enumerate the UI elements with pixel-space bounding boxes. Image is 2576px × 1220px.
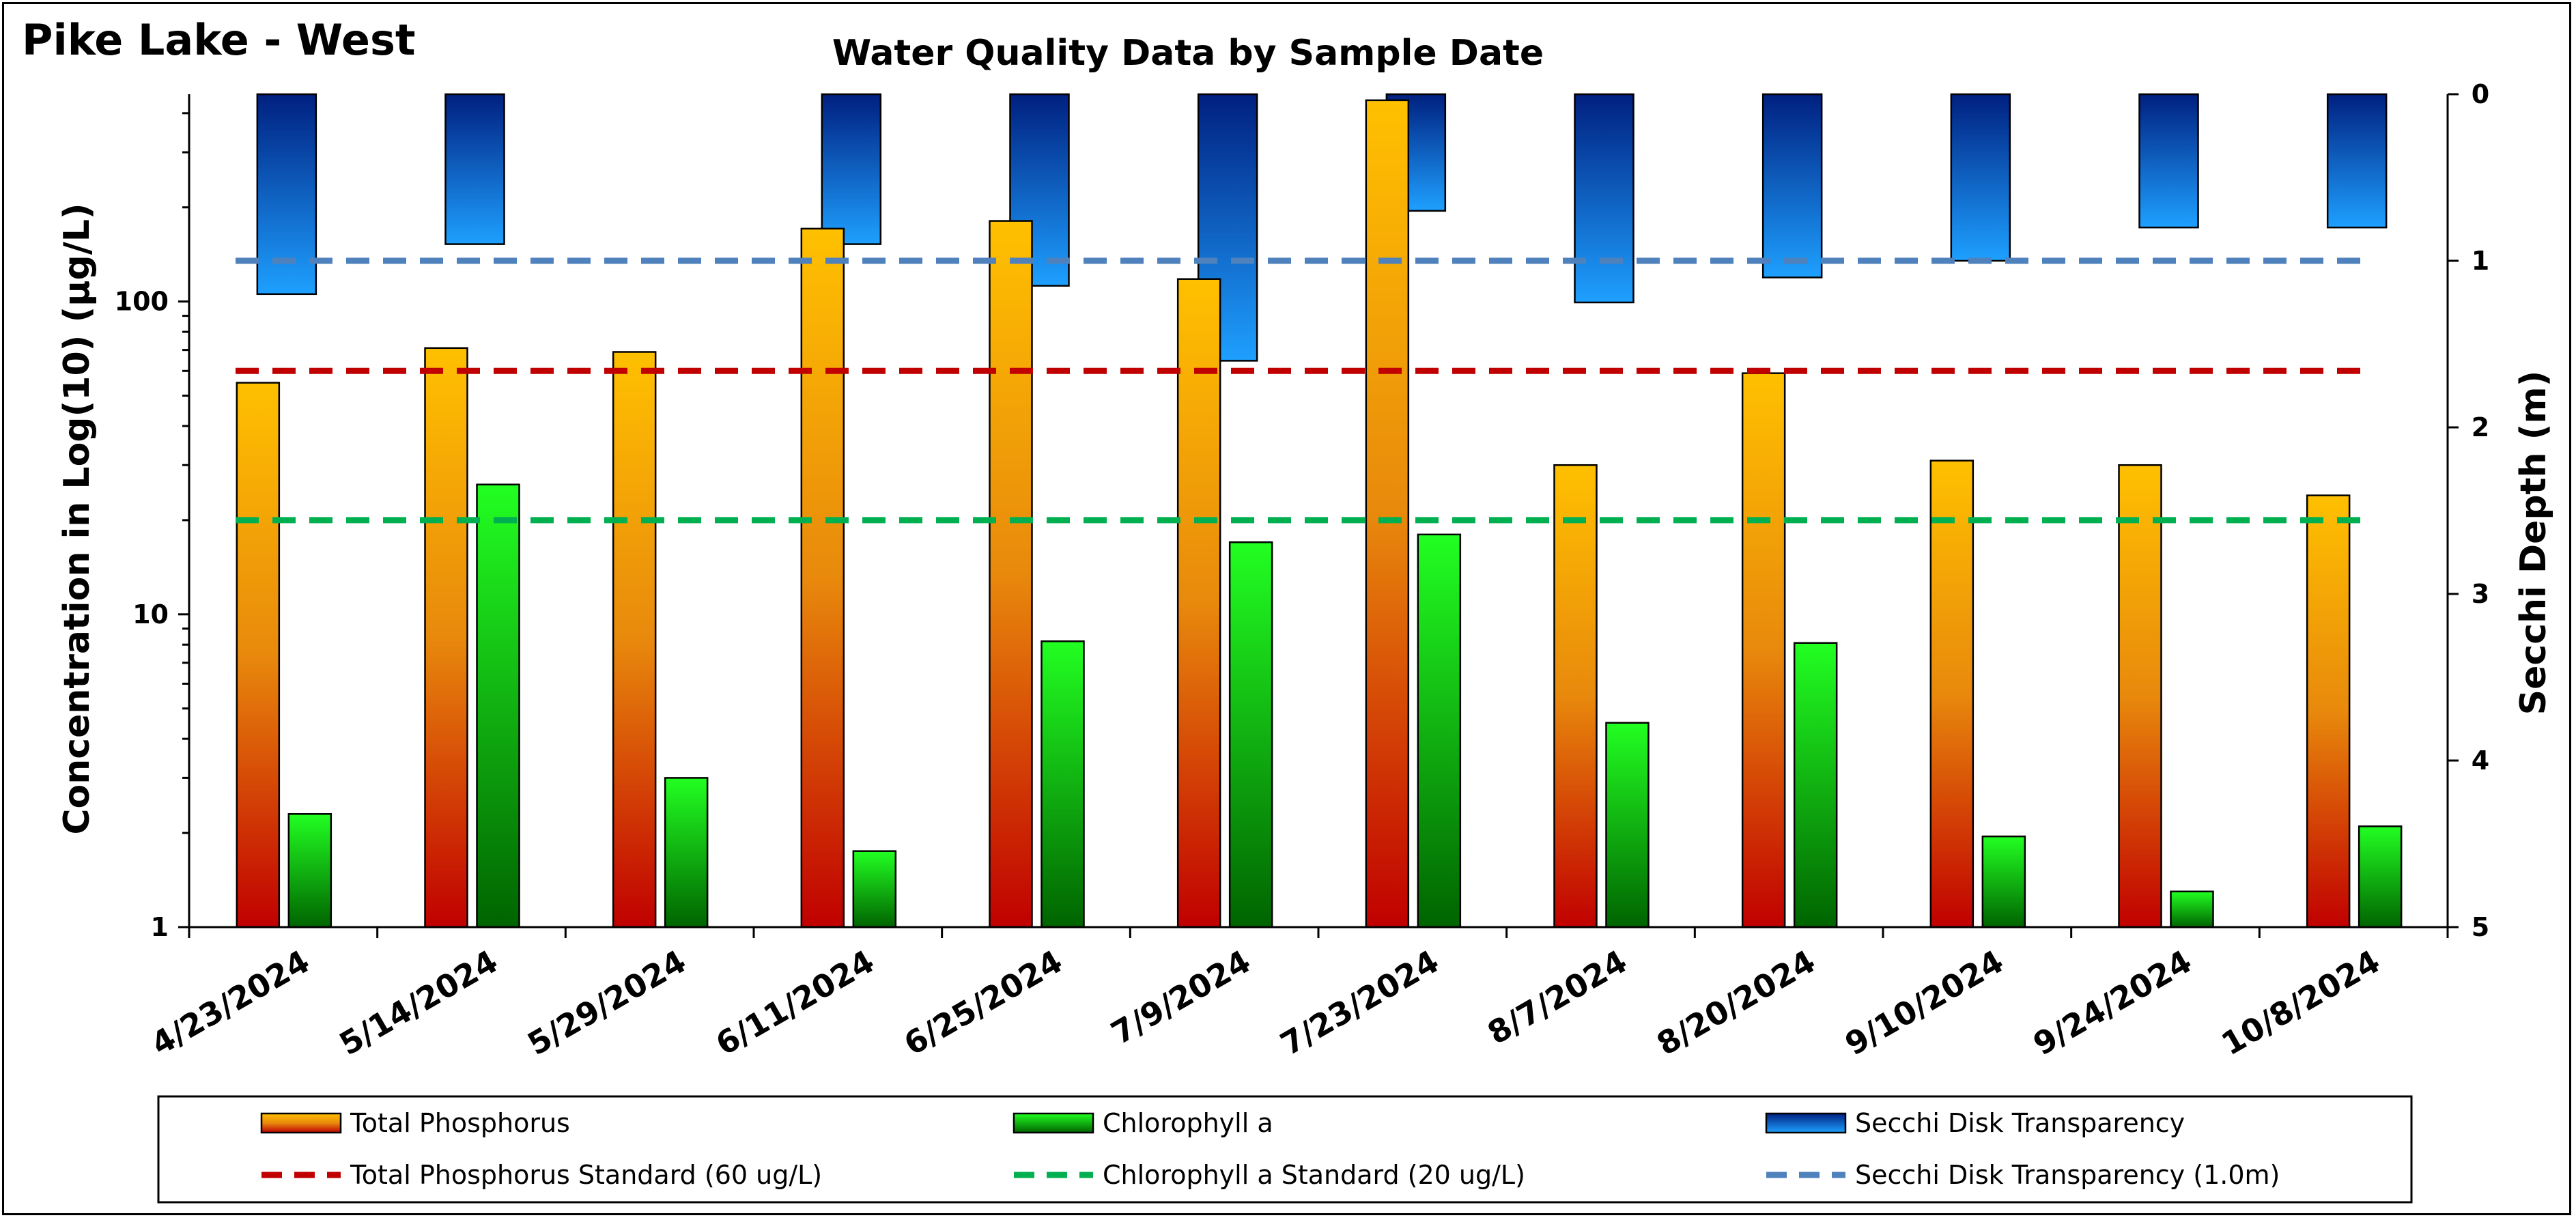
bars-layer <box>236 93 2403 928</box>
chlorophyll-bar <box>2358 825 2403 928</box>
y2-tick-label: 1 <box>2472 246 2489 276</box>
x-tick-label: 6/11/2024 <box>709 943 880 1063</box>
legend-secchi-standard-label: Secchi Disk Transparency (1.0m) <box>1855 1160 2280 1190</box>
x-tick-label: 4/23/2024 <box>145 943 315 1063</box>
legend-total-phosphorus-label: Total Phosphorus <box>350 1108 570 1138</box>
total-phosphorus-bar <box>1929 459 1975 928</box>
y-tick-label: 1 <box>151 912 169 942</box>
legend-tp-standard-label: Total Phosphorus Standard (60 ug/L) <box>350 1160 822 1190</box>
secchi-bar <box>1574 93 1634 304</box>
chart-title: Water Quality Data by Sample Date <box>832 33 1544 74</box>
reference-lines-layer <box>236 257 2364 524</box>
total-phosphorus-bar <box>1365 99 1410 928</box>
total-phosphorus-bar <box>1176 278 1221 928</box>
total-phosphorus-bar <box>236 382 281 928</box>
total-phosphorus-bar <box>2306 494 2351 928</box>
secchi-bar <box>821 93 882 245</box>
secchi-bar <box>2326 93 2388 229</box>
total-phosphorus-bar <box>989 220 1033 928</box>
chlorophyll-bar <box>1041 640 1085 928</box>
total-phosphorus-bar <box>2118 464 2162 928</box>
total-phosphorus-bar <box>1553 464 1598 928</box>
secchi-bar <box>1761 93 1823 279</box>
x-tick-label: 5/29/2024 <box>522 943 692 1063</box>
chlorophyll-bar <box>1228 541 1273 928</box>
chlorophyll-bar <box>664 777 709 928</box>
chlorophyll-bar <box>2170 890 2214 928</box>
chlorophyll-bar <box>1981 835 2026 928</box>
legend-total-phosphorus-swatch <box>260 1112 342 1134</box>
y-tick-label: 10 <box>132 599 169 629</box>
secchi-bar <box>256 93 317 296</box>
chlorophyll-bar <box>852 850 897 928</box>
page-title: Pike Lake - West <box>22 15 416 65</box>
chlorophyll-bar <box>1793 642 1838 928</box>
x-tick-label: 8/7/2024 <box>1482 943 1633 1052</box>
y-axis-title: Concentration in Log(10) (µg/L) <box>57 203 98 834</box>
y2-tick-label: 4 <box>2472 746 2489 776</box>
x-tick-label: 9/24/2024 <box>2027 943 2198 1063</box>
legend-chlorophyll-label: Chlorophyll a <box>1103 1108 1273 1138</box>
chlorophyll-bar <box>287 813 332 928</box>
legend-secchi-label: Secchi Disk Transparency <box>1855 1108 2185 1138</box>
chlorophyll-bar <box>1417 533 1462 928</box>
y-tick-label: 100 <box>115 287 169 317</box>
x-tick-label: 9/10/2024 <box>1839 943 2009 1063</box>
y2-tick-label: 5 <box>2472 912 2489 942</box>
x-tick-label: 10/8/2024 <box>2216 943 2386 1063</box>
total-phosphorus-bar <box>1741 372 1786 928</box>
x-tick-label: 7/23/2024 <box>1274 943 1445 1063</box>
y2-axis-title: Secchi Depth (m) <box>2513 371 2554 715</box>
x-tick-label: 7/9/2024 <box>1105 943 1256 1052</box>
secchi-bar <box>1950 93 2011 262</box>
x-tick-label: 6/25/2024 <box>898 943 1068 1063</box>
legend: Total Phosphorus Chlorophyll a Secchi Disk… <box>157 1095 2413 1204</box>
y2-tick-label: 3 <box>2472 579 2489 609</box>
legend-chlorophyll-swatch <box>1013 1112 1094 1134</box>
total-phosphorus-bar <box>612 351 657 928</box>
legend-box <box>157 1095 2413 1204</box>
x-tick-label: 5/14/2024 <box>333 943 504 1063</box>
x-tick-label: 8/20/2024 <box>1651 943 1822 1063</box>
total-phosphorus-bar <box>424 347 468 928</box>
total-phosphorus-bar <box>800 227 845 928</box>
y2-tick-label: 0 <box>2472 79 2489 109</box>
legend-chl-standard-label: Chlorophyll a Standard (20 ug/L) <box>1103 1160 1525 1190</box>
secchi-bar <box>444 93 505 245</box>
legend-secchi-swatch <box>1765 1112 1847 1134</box>
chlorophyll-bar <box>1605 722 1650 928</box>
secchi-bar <box>2138 93 2199 229</box>
y2-tick-label: 2 <box>2472 412 2489 442</box>
chlorophyll-bar <box>476 483 520 928</box>
